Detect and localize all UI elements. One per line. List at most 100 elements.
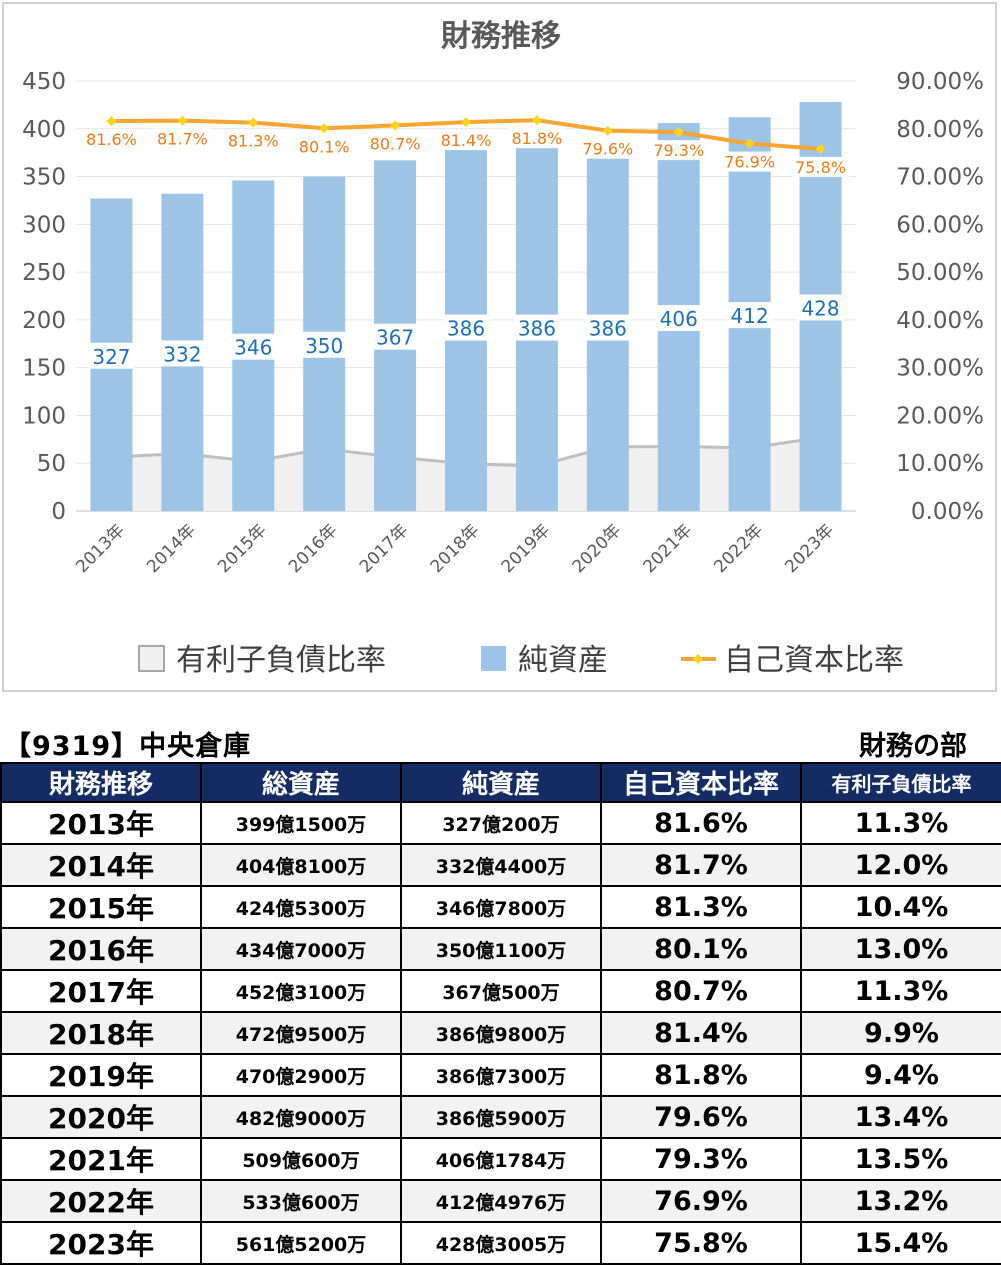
x-category-label: 2013年 [72,520,129,577]
bar-label-bg [513,314,560,341]
y-right-tick-label: 10.00% [896,451,984,477]
y-left-tick-label: 250 [22,260,66,286]
header-net-assets: 純資産 [400,762,602,803]
bar-data-label: 412 [731,304,769,328]
header-debt-ratio: 有利子負債比率 [800,762,1001,803]
cell-debt-ratio: 9.4% [800,1053,1001,1097]
bar-label-bg [726,302,773,329]
cell-net-assets: 386億7300万 [400,1053,602,1097]
cell-net-assets: 406億1784万 [400,1137,602,1181]
cell-total-assets: 399億1500万 [200,801,402,845]
equity-ratio-marker [106,116,117,127]
cell-equity-ratio: 80.1% [600,927,802,971]
line-data-label: 81.7% [157,130,208,149]
cell-year: 2019年 [0,1053,202,1097]
y-left-tick-label: 200 [22,308,66,334]
cell-year: 2018年 [0,1011,202,1055]
table-row: 2021年 509億600万 406億1784万 79.3% 13.5% [0,1137,1001,1181]
header-total-assets: 総資産 [200,762,402,803]
bar-data-label: 386 [518,317,556,341]
cell-total-assets: 533億600万 [200,1179,402,1223]
line-data-label: 81.4% [441,131,492,150]
legend-net-assets-swatch [481,646,506,671]
cell-net-assets: 428億3005万 [400,1221,602,1265]
cell-total-assets: 509億600万 [200,1137,402,1181]
table-row: 2015年 424億5300万 346億7800万 81.3% 10.4% [0,885,1001,929]
bar-data-label: 367 [376,326,414,350]
x-category-label: 2022年 [710,520,767,577]
x-category-label: 2015年 [214,520,271,577]
cell-debt-ratio: 13.5% [800,1137,1001,1181]
bar-label-bg [443,314,489,341]
y-left-tick-label: 100 [22,403,66,429]
cell-equity-ratio: 75.8% [600,1221,802,1265]
bar-label-bg [372,323,419,350]
company-title: 【9319】中央倉庫 [4,731,252,762]
bar-data-label: 406 [660,307,698,331]
cell-equity-ratio: 76.9% [600,1179,802,1223]
equity-ratio-marker [531,115,542,126]
cell-equity-ratio: 80.7% [600,969,802,1013]
y-left-tick-label: 300 [22,212,66,238]
bar-label-bg [655,305,702,332]
section-title: 財務の部 [859,731,967,762]
cell-debt-ratio: 13.0% [800,927,1001,971]
bar-data-label: 346 [234,336,272,360]
x-category-label: 2014年 [143,520,200,577]
cell-debt-ratio: 12.0% [800,843,1001,887]
equity-ratio-marker [390,120,401,131]
legend-equity-ratio-label: 自己資本比率 [724,643,904,678]
line-label-bg [507,128,566,149]
cell-year: 2015年 [0,885,202,929]
line-data-label: 81.3% [228,132,279,151]
cell-total-assets: 452億3100万 [200,969,402,1013]
x-category-label: 2019年 [498,520,555,577]
y-right-tick-label: 40.00% [896,308,984,334]
x-category-label: 2021年 [640,520,697,577]
legend-debt-ratio-swatch [138,645,165,672]
bar-data-label: 386 [589,317,627,341]
line-data-label: 79.3% [653,141,704,160]
equity-ratio-marker [602,125,613,136]
line-label-bg [82,129,141,150]
y-left-tick-label: 400 [22,117,66,143]
bar-data-label: 428 [801,297,839,321]
y-left-tick-label: 350 [22,165,66,191]
cell-year: 2021年 [0,1137,202,1181]
y-right-tick-label: 20.00% [896,403,984,429]
x-category-label: 2020年 [569,520,626,577]
cell-total-assets: 434億7000万 [200,927,402,971]
cell-debt-ratio: 13.4% [800,1095,1001,1139]
legend-net-assets-label: 純資産 [518,643,608,678]
header-year: 財務推移 [0,762,202,803]
bar-data-label: 332 [163,342,201,366]
y-right-tick-label: 90.00% [896,69,984,95]
line-data-label: 80.7% [370,134,421,153]
cell-equity-ratio: 81.8% [600,1053,802,1097]
line-label-bg [791,156,850,177]
x-category-label: 2016年 [285,520,342,577]
line-label-bg [720,151,779,172]
cell-debt-ratio: 9.9% [800,1011,1001,1055]
cell-net-assets: 367億500万 [400,969,602,1013]
cell-year: 2023年 [0,1221,202,1265]
cell-year: 2017年 [0,969,202,1013]
line-label-bg [437,130,495,151]
cell-equity-ratio: 79.6% [600,1095,802,1139]
bar-data-label: 327 [92,345,130,369]
line-label-bg [153,128,212,149]
y-left-tick-label: 150 [22,356,66,382]
table-row: 2018年 472億9500万 386億9800万 81.4% 9.9% [0,1011,1001,1055]
y-left-tick-label: 0 [51,499,66,525]
cell-total-assets: 482億9000万 [200,1095,402,1139]
line-data-label: 76.9% [724,153,775,172]
legend-equity-ratio-marker [693,654,703,664]
bar-label-bg [88,342,135,369]
table-row: 2019年 470億2900万 386億7300万 81.8% 9.4% [0,1053,1001,1097]
cell-net-assets: 386億9800万 [400,1011,602,1055]
finance-chart: 財務推移 0 50 100 150 200 250 300 350 400 450 0.00% 10.0… [22,19,984,678]
cell-equity-ratio: 81.3% [600,885,802,929]
line-data-label: 75.8% [795,158,846,177]
cell-debt-ratio: 11.3% [800,801,1001,845]
cell-net-assets: 412億4976万 [400,1179,602,1223]
